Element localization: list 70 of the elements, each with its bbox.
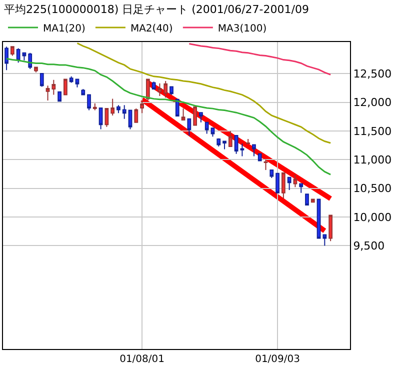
line-series <box>6 58 332 176</box>
candlestick <box>170 86 174 96</box>
candlestick <box>152 81 156 90</box>
candlestick <box>281 172 286 200</box>
chart-title: 平均225(100000018) 日足チャート (2001/06/27-2001/09 <box>4 3 309 16</box>
y-tick-label: 12,500 <box>353 67 392 80</box>
candlestick <box>252 144 256 157</box>
candlestick <box>69 76 74 84</box>
candlestick <box>146 78 150 102</box>
candlestick <box>193 106 197 126</box>
x-tick-label: 01/08/01 <box>120 354 164 365</box>
candlestick <box>305 194 309 206</box>
candlestick <box>110 98 115 116</box>
y-tick-label: 10,500 <box>353 182 392 196</box>
candlestick <box>134 108 138 123</box>
line-series <box>188 42 332 76</box>
candlestick <box>22 52 26 61</box>
candlestick <box>181 108 186 121</box>
candlestick <box>122 104 126 120</box>
x-tick-label: 01/09/03 <box>255 354 300 365</box>
candlestick <box>222 140 226 150</box>
candlestick <box>46 85 50 102</box>
candlestick <box>328 214 332 242</box>
candlestick <box>40 73 44 88</box>
candlestick <box>175 98 180 117</box>
candlestick <box>140 100 144 114</box>
candlestick <box>98 107 103 130</box>
candlestick <box>246 138 250 145</box>
candlestick <box>16 48 20 64</box>
candlestick <box>204 122 209 134</box>
candlestick <box>276 172 280 194</box>
y-tick-label: 10,000 <box>353 210 392 224</box>
candlestick <box>34 66 38 73</box>
y-tick-label: 11,500 <box>353 124 392 138</box>
legend-label: MA1(20) <box>43 23 86 34</box>
candlestick <box>316 198 321 239</box>
candlestick <box>92 102 97 111</box>
candlestick <box>228 130 232 147</box>
candlestick <box>234 135 238 154</box>
candlestick <box>216 138 221 147</box>
candlestick <box>199 112 203 123</box>
candlestick <box>210 127 215 138</box>
candlestick <box>87 94 91 111</box>
candlestick <box>75 78 80 88</box>
candlestick <box>293 174 298 188</box>
candlestick <box>310 198 315 204</box>
y-tick-label: 9,500 <box>353 240 385 253</box>
candlestick <box>322 234 327 246</box>
candlestick <box>64 78 68 96</box>
y-tick-label: 11,000 <box>353 153 392 166</box>
line-series <box>76 42 332 144</box>
candlestick <box>164 80 168 98</box>
candlestick <box>264 159 268 170</box>
candlestick <box>104 108 109 128</box>
candlestick <box>187 118 192 136</box>
candlestick <box>116 104 120 114</box>
candlestick <box>287 176 292 191</box>
candlestick <box>258 153 262 162</box>
candlestick <box>58 91 62 102</box>
candlestick <box>81 88 86 96</box>
candlestick <box>4 46 8 71</box>
candlestick <box>240 143 244 157</box>
candlestick <box>299 183 304 194</box>
legend-label: MA2(40) <box>130 23 173 34</box>
legend-label: MA3(100) <box>218 23 267 34</box>
candlestick <box>10 46 14 56</box>
candlestick <box>158 82 162 96</box>
y-tick-label: 12,000 <box>353 96 392 110</box>
candlestick <box>52 79 56 96</box>
candlestick <box>270 169 274 178</box>
